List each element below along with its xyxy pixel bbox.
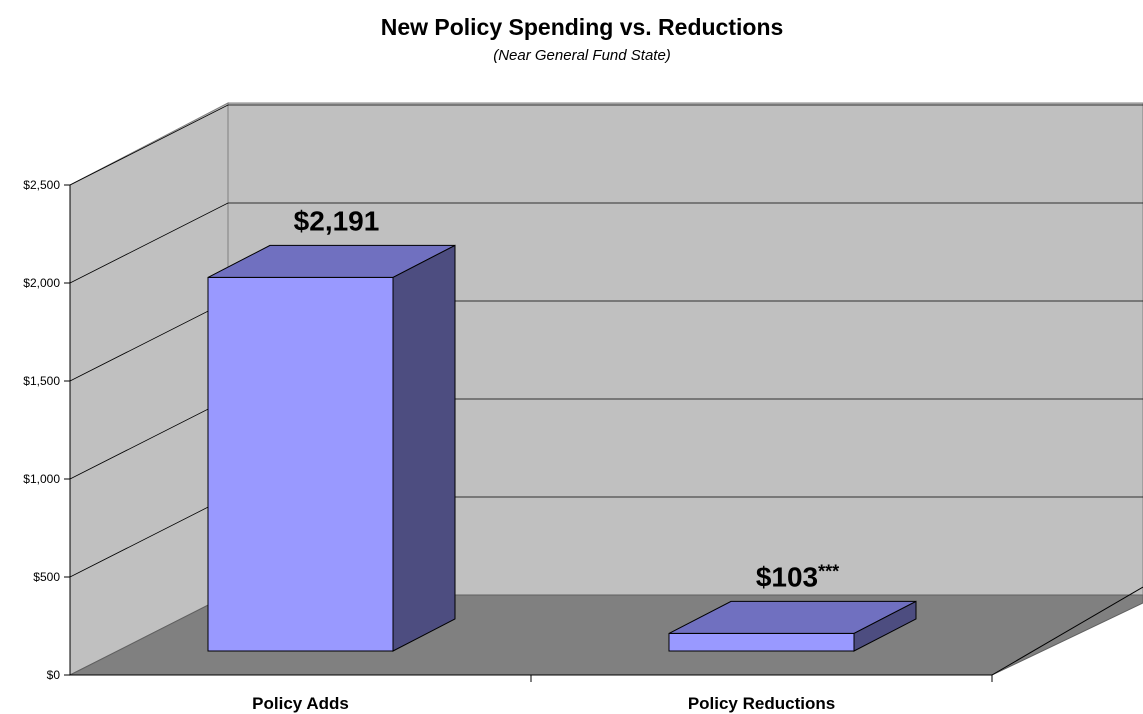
y-tick-label: $500 bbox=[33, 570, 60, 584]
y-tick-label: $0 bbox=[47, 668, 61, 682]
side-wall bbox=[69, 102, 229, 676]
category-label: Policy Adds bbox=[252, 694, 349, 713]
y-tick-label: $1,500 bbox=[23, 374, 60, 388]
data-label: $2,191 bbox=[294, 205, 380, 236]
gridline bbox=[69, 202, 1143, 284]
y-tick-label: $2,500 bbox=[23, 178, 60, 192]
chart-title: New Policy Spending vs. Reductions bbox=[381, 14, 784, 40]
y-tick-label: $2,000 bbox=[23, 276, 60, 290]
bar-side bbox=[392, 244, 456, 652]
y-axis bbox=[64, 184, 1143, 682]
y-tick-label: $1,000 bbox=[23, 472, 60, 486]
y-tick-labels: $0 $500 $1,000 $1,500 $2,000 $2,500 bbox=[23, 178, 60, 682]
chart-subtitle: (Near General Fund State) bbox=[493, 47, 671, 64]
floor-edge bbox=[991, 586, 1143, 676]
bar bbox=[207, 276, 394, 652]
category-label: Policy Reductions bbox=[688, 694, 835, 713]
bars bbox=[207, 244, 917, 652]
category-labels: Policy Adds Policy Reductions bbox=[252, 694, 835, 713]
gridlines bbox=[69, 104, 1143, 578]
bar bbox=[668, 632, 855, 652]
data-label-suffix: *** bbox=[818, 561, 839, 581]
bar-side bbox=[853, 600, 917, 652]
gridline bbox=[69, 104, 1143, 186]
